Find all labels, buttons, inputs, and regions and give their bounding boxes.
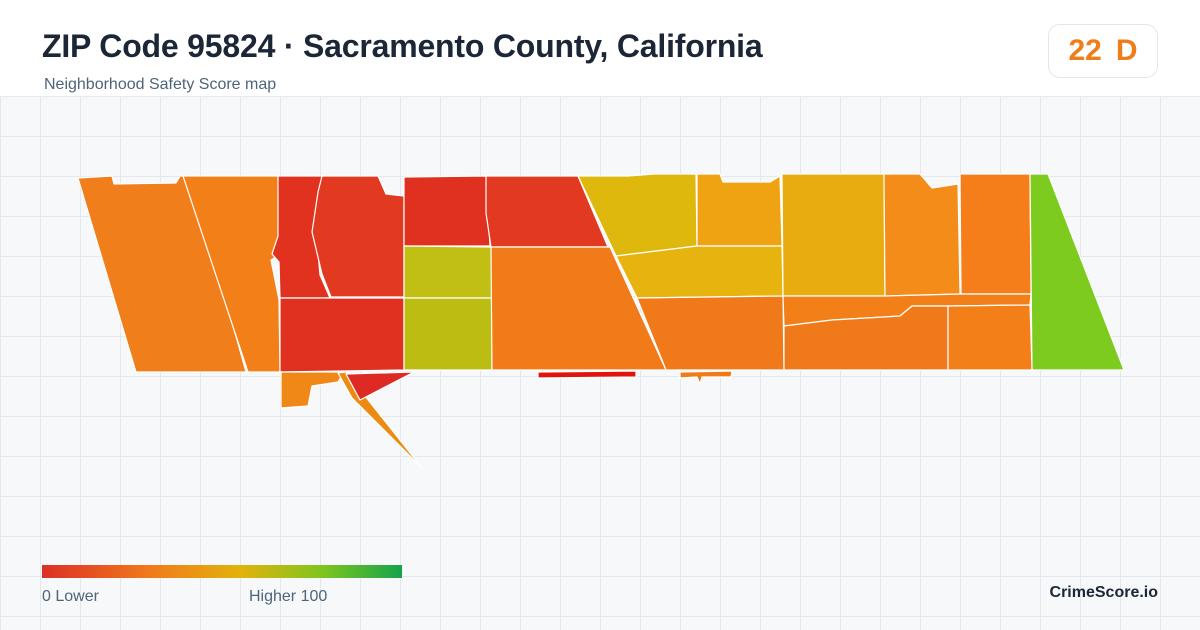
map-region[interactable] <box>279 297 405 373</box>
map-region[interactable] <box>311 175 405 298</box>
score-badge: 22 D <box>1048 24 1158 78</box>
map-region[interactable] <box>696 173 783 247</box>
score-value: 22 <box>1068 34 1102 67</box>
map-region[interactable] <box>280 371 345 409</box>
map-region[interactable] <box>959 173 1032 295</box>
map-region[interactable] <box>679 370 733 385</box>
map-region[interactable] <box>947 304 1033 371</box>
map-regions <box>77 173 1125 469</box>
map-region[interactable] <box>537 370 637 379</box>
legend-low-label: 0 Lower <box>42 588 99 605</box>
legend-color-scale <box>42 565 402 578</box>
map-region[interactable] <box>1029 173 1125 371</box>
map-region[interactable] <box>883 173 961 297</box>
page-subtitle: Neighborhood Safety Score map <box>44 76 277 93</box>
page-title: ZIP Code 95824 · Sacramento County, Cali… <box>42 28 763 64</box>
header-band <box>0 0 1200 97</box>
map-region[interactable] <box>403 175 491 247</box>
map-region[interactable] <box>403 245 493 299</box>
legend-high-label: Higher 100 <box>249 588 328 605</box>
map-region[interactable] <box>783 305 949 371</box>
brand-logo-text[interactable]: CrimeScore.io <box>1049 584 1158 601</box>
map-region[interactable] <box>615 245 784 299</box>
map-region[interactable] <box>345 371 415 401</box>
map-region[interactable] <box>781 173 886 297</box>
map-region[interactable] <box>403 297 493 371</box>
score-grade: D <box>1115 34 1138 67</box>
